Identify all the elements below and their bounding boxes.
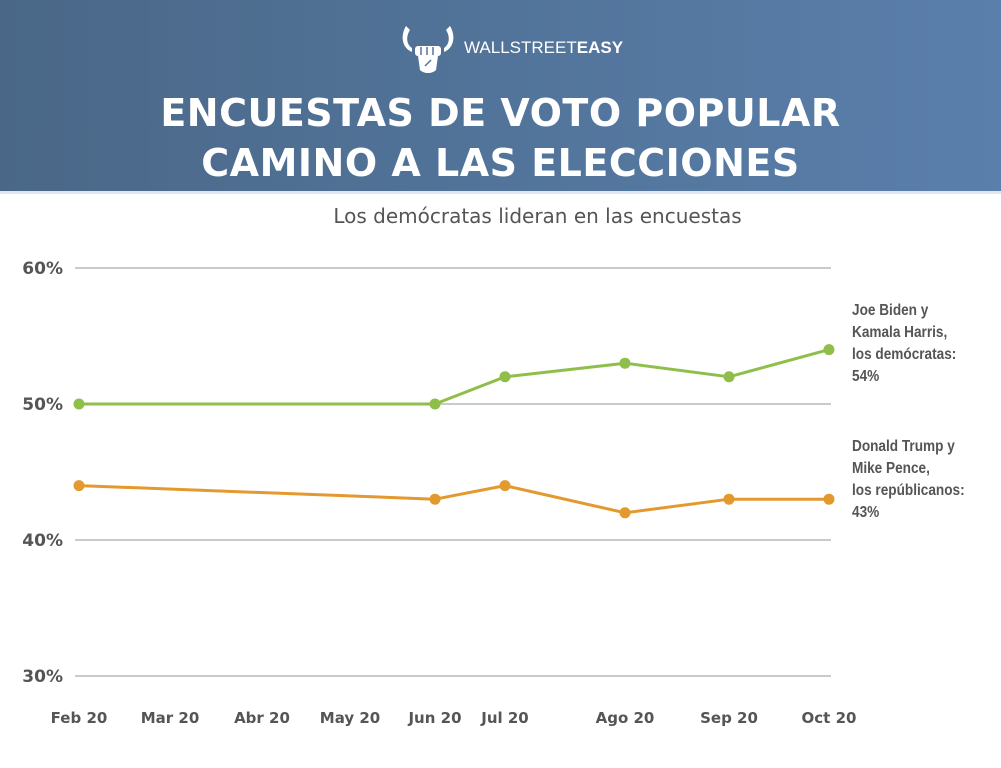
x-tick-label: Feb 20: [51, 709, 108, 727]
x-tick-label: Oct 20: [802, 709, 857, 727]
data-point-republicans: [723, 493, 735, 505]
data-point-republicans: [499, 480, 511, 492]
header-banner: WALLSTREETEASY ENCUESTAS DE VOTO POPULAR…: [0, 0, 1001, 191]
header-divider: [0, 191, 1001, 194]
legend-democrats: Joe Biden y Kamala Harris, los demócrata…: [852, 300, 956, 388]
legend-democrats-line: Joe Biden y: [852, 302, 929, 319]
x-tick-label: Jul 20: [480, 709, 529, 727]
y-tick-label: 60%: [22, 259, 63, 279]
data-point-democrats: [619, 357, 631, 369]
data-point-republicans: [73, 480, 85, 492]
y-tick-label: 30%: [22, 667, 63, 687]
logo-text: WALLSTREETEASY: [464, 38, 623, 58]
logo: WALLSTREETEASY: [398, 22, 623, 74]
legend-republicans: Donald Trump y Mike Pence, los república…: [852, 436, 965, 524]
page-title: ENCUESTAS DE VOTO POPULAR CAMINO A LAS E…: [0, 88, 1001, 188]
data-point-democrats: [73, 398, 85, 410]
data-point-democrats: [429, 398, 441, 410]
legend-republicans-line: Donald Trump y: [852, 438, 955, 455]
bull-fist-icon: [402, 26, 454, 73]
x-tick-label: Sep 20: [700, 709, 758, 727]
legend-republicans-line: los repúblicanos:: [852, 482, 965, 499]
data-point-republicans: [619, 507, 631, 519]
data-point-democrats: [823, 344, 835, 356]
y-tick-label: 40%: [22, 531, 63, 551]
logo-text-bold: EASY: [576, 38, 624, 57]
logo-text-thin: WALLSTREET: [464, 38, 577, 57]
x-tick-label: Abr 20: [234, 709, 290, 727]
x-tick-label: Mar 20: [141, 709, 200, 727]
legend-democrats-line: Kamala Harris,: [852, 324, 948, 341]
legend-democrats-line: los demócratas:: [852, 346, 957, 363]
series-line-democrats: [79, 348, 830, 406]
y-tick-label: 50%: [22, 395, 63, 415]
x-tick-label: May 20: [320, 709, 380, 727]
title-line-2: CAMINO A LAS ELECCIONES: [201, 141, 800, 185]
data-point-democrats: [499, 371, 511, 383]
series-line-republicans: [78, 484, 829, 515]
legend-republicans-value: 43%: [852, 504, 880, 521]
chart-title: Los demócratas lideran en las encuestas: [333, 204, 742, 228]
title-line-1: ENCUESTAS DE VOTO POPULAR: [160, 91, 841, 135]
x-tick-label: Jun 20: [407, 709, 461, 727]
legend-democrats-value: 54%: [852, 368, 880, 385]
data-point-democrats: [723, 371, 735, 383]
x-tick-label: Ago 20: [596, 709, 655, 727]
data-point-republicans: [823, 493, 835, 505]
data-point-republicans: [429, 493, 441, 505]
legend-republicans-line: Mike Pence,: [852, 460, 930, 477]
